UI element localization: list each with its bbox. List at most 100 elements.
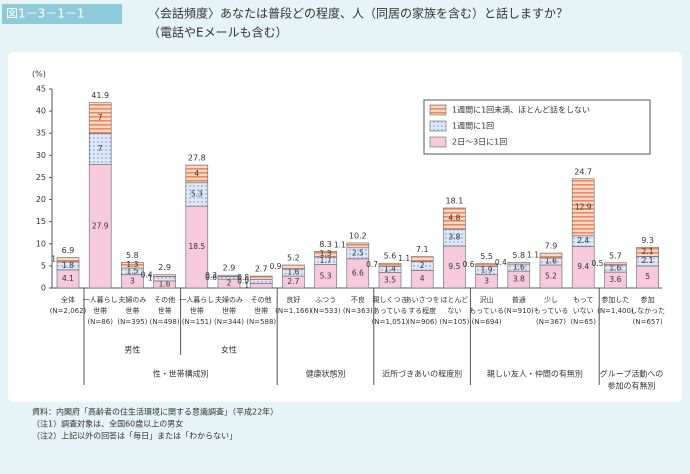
value-label: 7 (98, 113, 103, 122)
value-label: 2 (227, 279, 232, 288)
x-tick-label: 良好 (286, 295, 300, 304)
value-label: 4 (194, 169, 199, 178)
x-tick-label: 一人暮らし (179, 295, 214, 304)
x-tick-label: (N=588) (246, 318, 276, 326)
x-tick-label: (N=105) (439, 318, 469, 326)
value-label: 2.1 (642, 256, 654, 265)
total-label: 8.3 (319, 240, 332, 249)
x-tick-label: 参加 (641, 295, 655, 304)
subgroup-label: 男性 (124, 345, 140, 355)
x-tick-label: 参加した (601, 295, 629, 304)
x-tick-label: その他 (154, 295, 175, 304)
value-label: 1.6 (287, 268, 299, 277)
value-label: 0.6 (205, 273, 217, 282)
value-label: 2.4 (577, 236, 589, 245)
value-label: 1.3 (126, 260, 138, 269)
x-tick-label: (N=657) (633, 318, 663, 326)
y-tick-label: 15 (36, 217, 46, 226)
value-label: 3.8 (448, 233, 460, 242)
x-tick-label: (N=2,062) (50, 307, 87, 315)
title: （電話やEメールも含む） (148, 25, 288, 40)
value-label: 0.6 (463, 260, 475, 269)
legend-label: 1週間に1回 (452, 122, 494, 131)
x-tick-label: その他 (251, 295, 272, 304)
value-label: 3.5 (384, 275, 396, 284)
x-tick-label: (N=1,166) (275, 307, 312, 315)
x-tick-label: (N=367) (536, 318, 566, 326)
x-tick-label: もっている (469, 307, 504, 315)
y-axis-label: (%) (32, 70, 46, 79)
value-label: 1.6 (545, 256, 557, 265)
x-tick-label: (N=65) (570, 318, 596, 326)
total-label: 5.8 (126, 251, 139, 260)
bar-segment (56, 257, 80, 263)
x-tick-label: 世帯 (93, 306, 107, 315)
legend-box (423, 99, 651, 155)
bar-segment (314, 250, 337, 258)
group-label: 参加の有無別 (608, 381, 656, 391)
value-label: 2.1 (642, 247, 654, 256)
note: （注1）調査対象は、全国60歳以上の男女 (32, 419, 183, 429)
value-label: 1 (244, 281, 249, 290)
value-label: 3 (130, 276, 135, 285)
total-label: 24.7 (574, 167, 592, 176)
bar-segment (410, 256, 434, 262)
bar-segment (249, 283, 273, 289)
value-label: 1.3 (320, 249, 332, 258)
x-tick-label: 世帯 (190, 306, 204, 315)
value-label: 4.1 (62, 274, 74, 283)
y-tick-label: 5 (41, 261, 46, 270)
x-tick-label: する程度 (408, 306, 436, 315)
y-tick-label: 35 (36, 129, 46, 138)
value-label: 1.8 (62, 261, 74, 270)
x-tick-label: 親しくつき (373, 295, 408, 304)
value-label: 5.2 (545, 272, 557, 281)
x-tick-label: (N=910) (504, 307, 534, 315)
group-label: グループ活動への (600, 369, 664, 379)
note: （注2）上記以外の回答は「毎日」または「わからない」 (32, 431, 237, 441)
x-tick-label: (N=86) (87, 318, 113, 326)
value-label: 3 (484, 276, 489, 285)
value-label: 4 (420, 274, 425, 283)
value-label: 1.4 (384, 264, 396, 273)
x-tick-label: (N=151) (182, 318, 212, 326)
bar-segment (475, 263, 498, 267)
bar-segment (153, 274, 176, 277)
bar-segment (443, 207, 466, 230)
y-tick-label: 0 (41, 284, 46, 293)
x-tick-label: 沢山 (480, 295, 494, 304)
x-tick-label: 世帯 (158, 306, 172, 315)
total-label: 7.9 (545, 242, 558, 251)
legend-label: 2日～3日に1回 (452, 138, 507, 147)
bar-segment (249, 279, 273, 284)
x-tick-label: (N=1,051) (372, 318, 409, 326)
y-tick-label: 20 (36, 195, 46, 204)
group-label: 親しい友人・仲間の有無別 (487, 369, 583, 379)
x-tick-label: しなかった (630, 307, 665, 315)
value-label: 2.7 (287, 277, 299, 286)
x-tick-label: ない (447, 307, 461, 315)
x-tick-label: いない (573, 307, 594, 315)
x-tick-label: あいさつを (405, 296, 440, 304)
subgroup-label: 女性 (221, 345, 237, 355)
total-label: 5.2 (287, 254, 300, 263)
total-label: 10.2 (349, 231, 367, 240)
value-label: 5 (645, 272, 650, 281)
bar-segment (507, 262, 531, 265)
y-tick-label: 25 (36, 173, 46, 182)
y-tick-label: 10 (36, 239, 46, 248)
value-label: 0.8 (237, 273, 249, 282)
value-label: 1.7 (320, 256, 332, 265)
x-tick-label: 世帯 (125, 306, 139, 315)
value-label: 18.5 (188, 242, 205, 251)
value-label: 0.5 (591, 259, 603, 268)
value-label: 1.5 (126, 266, 138, 275)
value-label: 0.4 (495, 258, 507, 267)
y-tick-label: 30 (36, 151, 46, 160)
bar-segment (378, 262, 402, 267)
value-label: 27.9 (92, 221, 109, 230)
value-label: 2 (420, 261, 425, 270)
total-label: 2.7 (255, 265, 268, 274)
x-tick-label: あっている (373, 307, 408, 315)
